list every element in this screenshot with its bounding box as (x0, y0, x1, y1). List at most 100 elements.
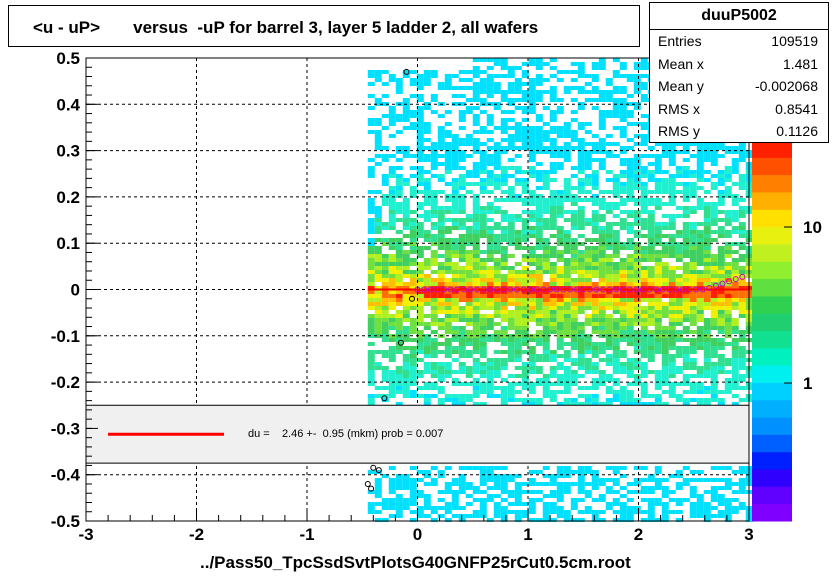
heatmap-cell (374, 334, 382, 338)
profile-point (494, 286, 501, 293)
heatmap-cell (598, 326, 606, 330)
heatmap-cell (381, 94, 389, 98)
heatmap-cell (584, 318, 592, 322)
heatmap-cell (633, 230, 641, 234)
heatmap-cell (724, 514, 732, 518)
heatmap-cell (654, 158, 662, 162)
heatmap-cell (577, 510, 585, 514)
heatmap-cell (367, 202, 375, 206)
heatmap-cell (633, 210, 641, 214)
heatmap-cell (724, 234, 732, 238)
heatmap-cell (570, 518, 578, 522)
heatmap-cell (612, 322, 620, 326)
heatmap-cell (640, 338, 648, 342)
heatmap-cell (374, 490, 382, 494)
heatmap-cell (486, 470, 494, 474)
heatmap-cell (654, 370, 662, 374)
heatmap-cell (619, 494, 627, 498)
heatmap-cell (479, 250, 487, 254)
heatmap-cell (682, 466, 690, 470)
heatmap-cell (521, 350, 529, 354)
heatmap-cell (647, 222, 655, 226)
heatmap-cell (710, 374, 718, 378)
heatmap-cell (521, 302, 529, 306)
heatmap-cell (444, 166, 452, 170)
heatmap-cell (542, 482, 550, 486)
heatmap-cell (549, 518, 557, 522)
heatmap-cell (591, 150, 599, 154)
heatmap-cell (696, 150, 704, 154)
heatmap-cell (738, 258, 746, 262)
heatmap-cell (619, 182, 627, 186)
heatmap-cell (402, 154, 410, 158)
heatmap-cell (430, 506, 438, 510)
heatmap-cell (710, 274, 718, 278)
heatmap-cell (605, 114, 613, 118)
heatmap-cell (535, 226, 543, 230)
heatmap-cell (675, 330, 683, 334)
heatmap-cell (381, 114, 389, 118)
heatmap-cell (570, 382, 578, 386)
heatmap-cell (521, 298, 529, 302)
heatmap-cell (647, 242, 655, 246)
heatmap-cell (682, 230, 690, 234)
heatmap-cell (731, 278, 739, 282)
heatmap-cell (444, 262, 452, 266)
heatmap-cell (465, 226, 473, 230)
heatmap-cell (479, 126, 487, 130)
heatmap-cell (717, 322, 725, 326)
heatmap-cell (584, 250, 592, 254)
heatmap-cell (682, 482, 690, 486)
heatmap-cell (500, 118, 508, 122)
heatmap-cell (563, 310, 571, 314)
heatmap-cell (577, 326, 585, 330)
heatmap-cell (584, 198, 592, 202)
heatmap-cell (738, 490, 746, 494)
heatmap-cell (395, 242, 403, 246)
heatmap-cell (584, 74, 592, 78)
heatmap-cell (479, 130, 487, 134)
heatmap-cell (507, 326, 515, 330)
heatmap-cell (409, 510, 417, 514)
heatmap-cell (409, 486, 417, 490)
heatmap-cell (654, 394, 662, 398)
heatmap-cell (402, 298, 410, 302)
heatmap-cell (640, 142, 648, 146)
heatmap-cell (647, 258, 655, 262)
heatmap-cell (500, 174, 508, 178)
heatmap-cell (640, 518, 648, 522)
heatmap-cell (549, 154, 557, 158)
heatmap-cell (689, 206, 697, 210)
heatmap-cell (472, 366, 480, 370)
heatmap-cell (444, 258, 452, 262)
heatmap-cell (402, 222, 410, 226)
heatmap-cell (535, 334, 543, 338)
heatmap-cell (374, 306, 382, 310)
heatmap-cell (430, 466, 438, 470)
heatmap-cell (710, 222, 718, 226)
chart-title: <u - uP> versus -uP for barrel 3, layer … (33, 18, 539, 37)
heatmap-cell (507, 338, 515, 342)
heatmap-cell (556, 498, 564, 502)
heatmap-cell (486, 230, 494, 234)
heatmap-cell (675, 246, 683, 250)
heatmap-cell (731, 490, 739, 494)
heatmap-cell (486, 362, 494, 366)
heatmap-cell (507, 314, 515, 318)
heatmap-cell (500, 390, 508, 394)
heatmap-cell (640, 362, 648, 366)
heatmap-cell (472, 274, 480, 278)
heatmap-cell (528, 254, 536, 258)
heatmap-cell (402, 182, 410, 186)
heatmap-cell (514, 374, 522, 378)
heatmap-cell (388, 390, 396, 394)
heatmap-cell (612, 302, 620, 306)
heatmap-cell (465, 174, 473, 178)
heatmap-cell (668, 386, 676, 390)
heatmap-cell (549, 502, 557, 506)
heatmap-cell (500, 338, 508, 342)
heatmap-cell (514, 214, 522, 218)
heatmap-cell (654, 302, 662, 306)
heatmap-cell (388, 306, 396, 310)
heatmap-cell (577, 270, 585, 274)
